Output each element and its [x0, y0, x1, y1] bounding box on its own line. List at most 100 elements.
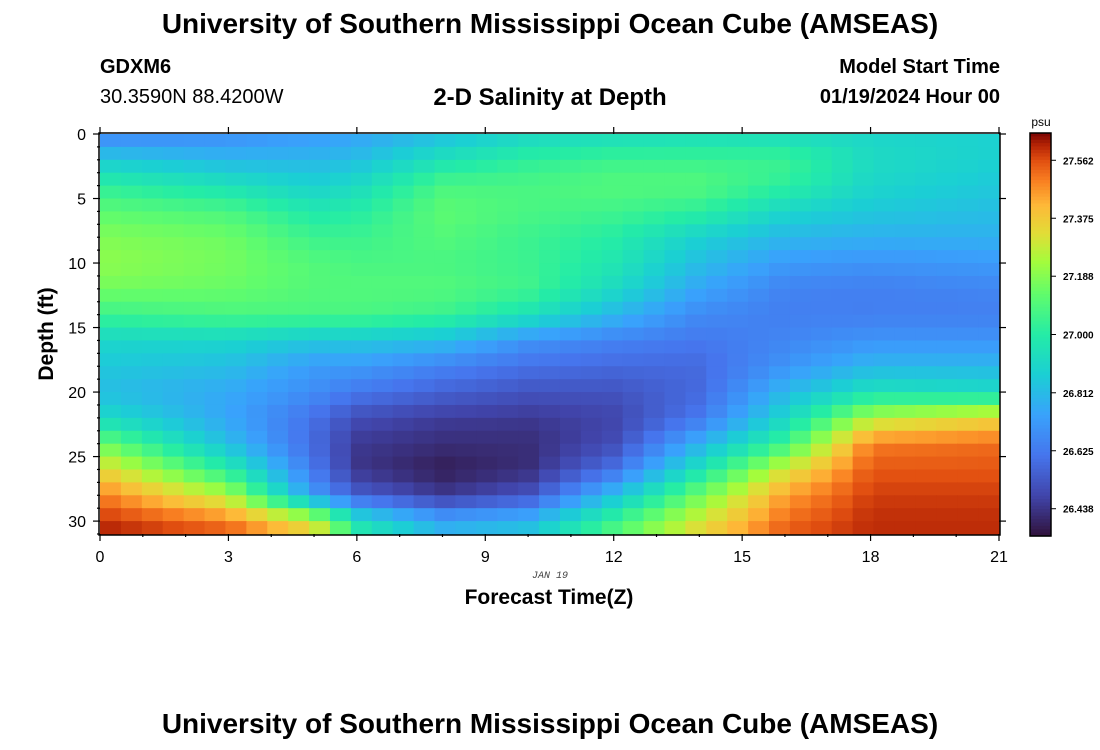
heatmap-cell — [580, 314, 603, 329]
heatmap-cell — [141, 443, 164, 458]
heatmap-cell — [350, 198, 373, 213]
x-tick-label: 21 — [990, 549, 1008, 566]
heatmap-cell — [329, 392, 352, 406]
heatmap-cell — [225, 172, 247, 187]
heatmap-cell — [852, 456, 875, 471]
heatmap-cell — [852, 198, 875, 213]
heatmap-cell — [789, 508, 812, 522]
heatmap-cell — [810, 508, 833, 522]
heatmap-cell — [559, 482, 582, 496]
heatmap-cell — [957, 224, 979, 238]
heatmap-cell — [936, 224, 958, 238]
heatmap-cell — [392, 237, 415, 251]
heatmap-cell — [329, 482, 352, 496]
heatmap-cell — [643, 301, 666, 316]
heatmap-cell — [685, 134, 707, 148]
heatmap-cell — [978, 353, 1000, 367]
heatmap-cell — [371, 211, 394, 225]
heatmap-cell — [915, 366, 937, 380]
heatmap-cell — [350, 456, 373, 471]
heatmap-cell — [727, 288, 749, 303]
heatmap-cell — [392, 495, 415, 509]
heatmap-cell — [246, 224, 268, 238]
heatmap-cell — [539, 443, 561, 458]
heatmap-cell — [748, 327, 770, 342]
heatmap-cell — [643, 495, 666, 509]
heatmap-cell — [288, 185, 310, 200]
heatmap-cell — [413, 314, 436, 329]
heatmap-cell — [204, 198, 227, 213]
heatmap-cell — [706, 314, 728, 329]
heatmap-cell — [894, 392, 916, 406]
heatmap-cell — [580, 379, 603, 393]
heatmap-cell — [685, 146, 707, 161]
heatmap-cell — [601, 417, 624, 432]
heatmap-cell — [183, 482, 206, 496]
heatmap-cell — [789, 224, 812, 238]
heatmap-cell — [852, 482, 875, 496]
heatmap-cell — [225, 392, 247, 406]
heatmap-cell — [329, 443, 352, 458]
heatmap-cell — [706, 469, 728, 483]
heatmap-cell — [539, 211, 561, 225]
heatmap-cell — [120, 250, 143, 264]
heatmap-cell — [664, 417, 686, 432]
heatmap-cell — [622, 224, 645, 238]
x-tick-label: 12 — [605, 549, 623, 566]
heatmap-cell — [100, 508, 122, 522]
heatmap-cell — [936, 469, 958, 483]
heatmap-cell — [873, 430, 896, 445]
heatmap-cell — [622, 172, 645, 187]
heatmap-cell — [706, 159, 728, 174]
heatmap-cell — [748, 185, 770, 200]
chart-subtitle: 2-D Salinity at Depth — [433, 84, 667, 111]
heatmap-cell — [329, 495, 352, 509]
heatmap-cell — [120, 456, 143, 471]
heatmap-cell — [601, 198, 624, 213]
heatmap-cell — [204, 275, 227, 290]
heatmap-cell — [162, 211, 185, 225]
heatmap-cell — [100, 430, 122, 445]
heatmap-cell — [831, 301, 854, 316]
heatmap-cell — [873, 327, 896, 342]
heatmap-cell — [852, 159, 875, 174]
heatmap-cell — [894, 185, 916, 200]
heatmap-cell — [267, 263, 289, 277]
heatmap-cell — [518, 508, 540, 522]
heatmap-cell — [915, 430, 937, 445]
heatmap-cell — [936, 250, 958, 264]
heatmap-cell — [831, 327, 854, 342]
heatmap-cell — [664, 379, 686, 393]
heatmap-cell — [894, 288, 916, 303]
heatmap-cell — [580, 340, 603, 354]
heatmap-cell — [120, 469, 143, 483]
heatmap-cell — [204, 469, 227, 483]
heatmap-cell — [789, 159, 812, 174]
heatmap-cell — [246, 237, 268, 251]
heatmap-cell — [643, 521, 666, 535]
x-tick-label: 0 — [96, 549, 105, 566]
y-tick-label: 25 — [68, 450, 86, 467]
heatmap-cell — [978, 340, 1000, 354]
heatmap-cell — [100, 495, 122, 509]
heatmap-cell — [392, 366, 415, 380]
heatmap-cell — [559, 366, 582, 380]
heatmap-cell — [685, 327, 707, 342]
y-tick-label: 30 — [68, 514, 86, 531]
heatmap-cell — [246, 508, 268, 522]
colorbar-swatch — [1030, 458, 1051, 463]
heatmap-cell — [643, 134, 666, 148]
heatmap-cell — [601, 134, 624, 148]
heatmap-cell — [371, 392, 394, 406]
colorbar-swatch — [1030, 354, 1051, 359]
heatmap-cell — [413, 224, 436, 238]
heatmap-cell — [413, 146, 436, 161]
heatmap-cell — [559, 159, 582, 174]
heatmap-cell — [539, 404, 561, 419]
heatmap-cell — [476, 301, 498, 316]
heatmap-cell — [518, 224, 540, 238]
heatmap-cell — [852, 366, 875, 380]
heatmap-cell — [789, 288, 812, 303]
heatmap-cell — [539, 314, 561, 329]
heatmap-cell — [580, 508, 603, 522]
